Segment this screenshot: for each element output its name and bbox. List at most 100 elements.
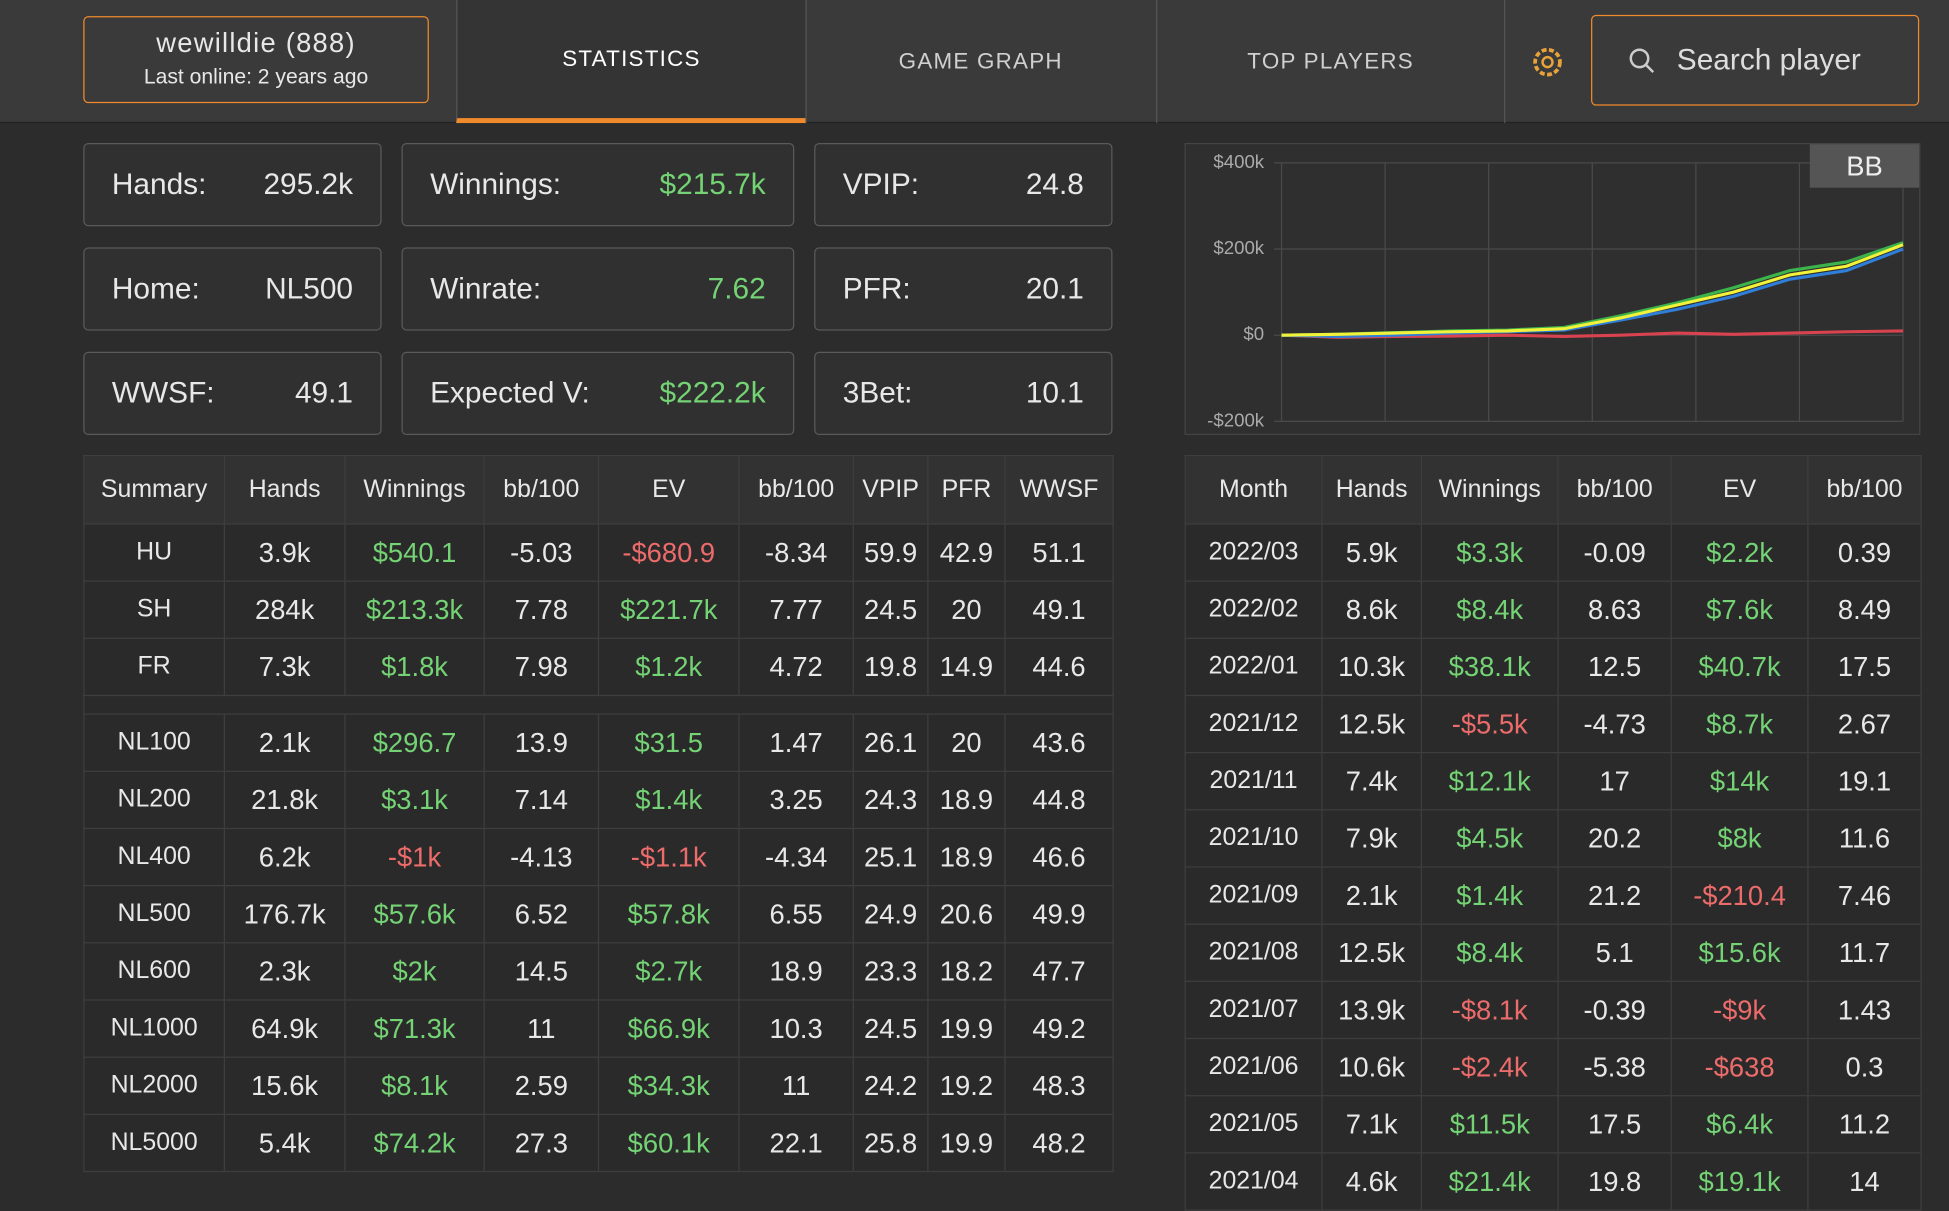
cell: 7.4k — [1321, 752, 1422, 811]
cell: NL100 — [83, 713, 225, 772]
cell: 7.3k — [223, 637, 346, 697]
row: 2022/01 10.3k $38.1k 12.5 $40.7k 17.5 — [1184, 637, 1922, 697]
stat-label: VPIP: — [842, 167, 920, 201]
stat-value: $222.2k — [659, 376, 766, 410]
stat-label: Expected V: — [430, 376, 590, 410]
cell: NL400 — [83, 827, 225, 887]
row: HU 3.9k $540.1 -5.03 -$680.9 -8.34 59.9 42.9 51.… — [83, 523, 1114, 582]
cell: $540.1 — [344, 523, 485, 582]
cell: 2021/05 — [1184, 1095, 1323, 1154]
cell: -$638 — [1670, 1037, 1809, 1097]
cell: 2021/07 — [1184, 980, 1323, 1040]
cell: NL600 — [83, 942, 225, 1001]
cell: 7.77 — [738, 580, 854, 639]
cell: $2.2k — [1670, 523, 1809, 582]
cell: $2k — [344, 942, 485, 1001]
column-header: EV — [1670, 454, 1809, 525]
cell: $15.6k — [1670, 923, 1809, 982]
cell: 12.5 — [1557, 637, 1672, 697]
cell: NL5000 — [83, 1113, 225, 1173]
cell: -4.34 — [738, 827, 854, 887]
cell: 20.6 — [927, 885, 1006, 944]
cell: 2021/06 — [1184, 1037, 1323, 1097]
cell: $34.3k — [597, 1056, 740, 1115]
cell: 7.9k — [1321, 809, 1422, 868]
stat-card: Winnings: $215.7k — [401, 142, 795, 227]
row: NL2000 15.6k $8.1k 2.59 $34.3k 11 24.2 19.2 48.3 — [83, 1056, 1114, 1115]
cell: 14.9 — [927, 637, 1006, 697]
bb-toggle[interactable]: BB — [1809, 144, 1920, 188]
header-row: Summary Hands Winnings bb/100 EV bb/100 VPIP PF… — [83, 454, 1114, 525]
column-header: PFR — [927, 454, 1006, 525]
cell: 11.6 — [1807, 809, 1922, 868]
cell: 23.3 — [852, 942, 929, 1001]
cell: 51.1 — [1004, 523, 1114, 582]
cell: $21.4k — [1420, 1152, 1559, 1211]
cell: 2.59 — [483, 1056, 600, 1115]
settings-icon[interactable] — [1529, 44, 1566, 81]
cell: 5.4k — [223, 1113, 346, 1173]
cell: $60.1k — [597, 1113, 740, 1173]
stat-value: NL500 — [265, 271, 354, 306]
cell: 49.1 — [1004, 580, 1114, 639]
cell: 44.8 — [1004, 770, 1114, 830]
cell: 48.2 — [1004, 1113, 1114, 1173]
cell: 17.5 — [1557, 1095, 1672, 1154]
cell: 8.63 — [1557, 580, 1672, 639]
cell: $1.2k — [597, 637, 740, 697]
tab[interactable]: GAME GRAPH — [805, 0, 1154, 124]
cell: 15.6k — [223, 1056, 346, 1115]
cell: $31.5 — [597, 713, 740, 772]
y-tick-label: -$200k — [1207, 409, 1265, 430]
stat-label: Hands: — [111, 167, 207, 201]
cell: 17 — [1557, 752, 1672, 811]
stat-value: 7.62 — [707, 271, 766, 306]
row: NL400 6.2k -$1k -4.13 -$1.1k -4.34 25.1 18.9 46.… — [83, 827, 1114, 887]
cell: 176.7k — [223, 885, 346, 944]
search-box[interactable]: Search player — [1591, 14, 1920, 106]
cell: $8.7k — [1670, 694, 1809, 754]
row: FR 7.3k $1.8k 7.98 $1.2k 4.72 19.8 14.9 44.6 — [83, 637, 1114, 697]
cell: 11.7 — [1807, 923, 1922, 982]
cell: 10.3 — [738, 999, 854, 1058]
cell: 0.3 — [1807, 1037, 1922, 1097]
cell: 11 — [738, 1056, 854, 1115]
row: NL600 2.3k $2k 14.5 $2.7k 18.9 23.3 18.2 47.7 — [83, 942, 1114, 1001]
cell: NL1000 — [83, 999, 225, 1058]
stat-card: Home: NL500 — [83, 247, 382, 331]
tab[interactable]: TOP PLAYERS — [1155, 0, 1506, 124]
cell: 4.72 — [738, 637, 854, 697]
user-name: wewilldie (888) — [156, 27, 356, 59]
cell: -0.09 — [1557, 523, 1672, 582]
cell: $6.4k — [1670, 1095, 1809, 1154]
stat-label: WWSF: — [111, 376, 215, 410]
cell: $4.5k — [1420, 809, 1559, 868]
column-header: VPIP — [852, 454, 929, 525]
cell: 2021/10 — [1184, 809, 1323, 868]
cell: $8.4k — [1420, 580, 1559, 639]
spacer — [83, 694, 1114, 715]
user-status: Last online: 2 years ago — [143, 64, 369, 89]
cell: 2.67 — [1807, 694, 1922, 754]
stat-value: 295.2k — [263, 167, 354, 201]
cell: 20.2 — [1557, 809, 1672, 868]
stat-label: Home: — [111, 271, 200, 306]
cell: 6.55 — [738, 885, 854, 944]
series-line — [1281, 243, 1904, 337]
stat-value: 24.8 — [1025, 167, 1084, 201]
tab[interactable]: STATISTICS — [456, 0, 806, 124]
row: NL5000 5.4k $74.2k 27.3 $60.1k 22.1 25.8 19.9 48… — [83, 1113, 1114, 1173]
cell: HU — [83, 523, 225, 582]
y-tick-label: $0 — [1243, 323, 1264, 344]
cell: 14.5 — [483, 942, 600, 1001]
cell: 21.2 — [1557, 866, 1672, 925]
cell: $3.1k — [344, 770, 485, 830]
cell: 2.1k — [223, 713, 346, 772]
cell: 2.1k — [1321, 866, 1422, 925]
user-box[interactable]: wewilldie (888) Last online: 2 years ago — [83, 16, 429, 104]
cell: 19.8 — [852, 637, 929, 697]
cell: SH — [83, 580, 225, 639]
stat-card: 3Bet: 10.1 — [814, 351, 1113, 436]
row: 2021/04 4.6k $21.4k 19.8 $19.1k 14 — [1184, 1152, 1922, 1211]
